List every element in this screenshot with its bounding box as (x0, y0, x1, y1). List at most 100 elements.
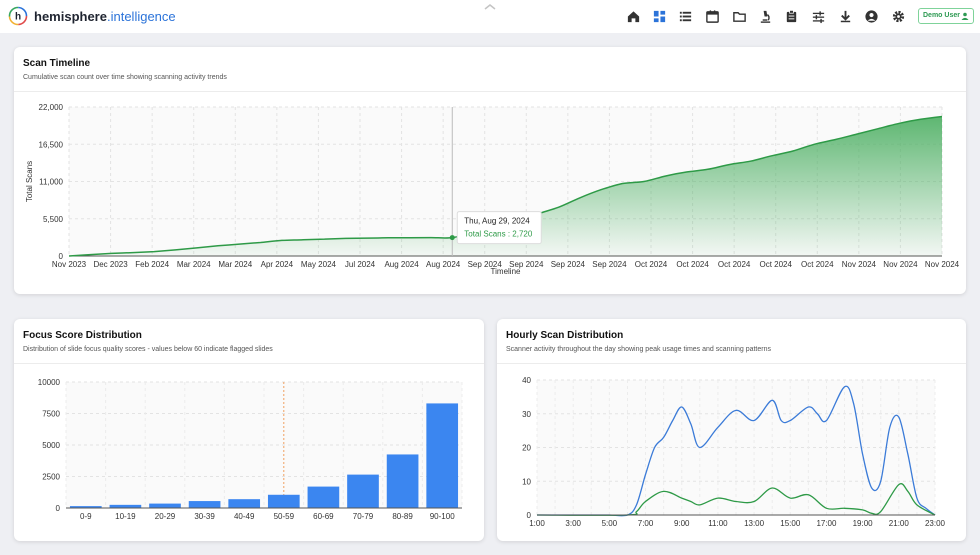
home-icon[interactable] (626, 9, 641, 24)
y-tick-label: 0 (59, 252, 64, 261)
x-axis-title: Timeline (491, 267, 521, 276)
bar-10-19[interactable] (109, 504, 142, 508)
x-tick-label: 0-9 (80, 512, 92, 521)
x-tick-label: Jul 2024 (345, 260, 376, 269)
x-tick-label: Oct 2024 (718, 260, 751, 269)
x-tick-label: 80-89 (392, 512, 413, 521)
bar-60-69[interactable] (307, 486, 340, 508)
x-tick-label: Nov 2024 (925, 260, 960, 269)
x-tick-label: 21:00 (889, 519, 910, 528)
x-tick-label: 7:00 (638, 519, 654, 528)
download-icon[interactable] (838, 9, 853, 24)
bar-30-39[interactable] (188, 501, 221, 508)
focus-score-chart[interactable]: 0 2500 5000 7500 10000 0-9 10-19 20-29 30-39 40-4… (14, 319, 484, 541)
collapse-caret-icon[interactable] (483, 3, 497, 11)
x-tick-label: Nov 2024 (883, 260, 918, 269)
x-tick-label: Sep 2024 (551, 260, 586, 269)
x-tick-label: Sep 2024 (509, 260, 544, 269)
bar-50-59[interactable] (267, 494, 300, 508)
sliders-icon[interactable] (811, 9, 826, 24)
x-tick-label: Mar 2024 (218, 260, 252, 269)
bar-40-49[interactable] (228, 499, 261, 508)
bar-90-100[interactable] (426, 403, 459, 508)
x-tick-label: 50-59 (274, 512, 295, 521)
y-tick-label: 16,500 (39, 140, 64, 149)
top-bar: h hemisphere.intelligence Demo User (0, 0, 980, 33)
y-tick-label: 22,000 (39, 103, 64, 112)
dashboard-icon[interactable] (652, 9, 667, 24)
hourly-scan-title: Hourly Scan Distribution (506, 330, 624, 341)
x-tick-label: Oct 2024 (676, 260, 709, 269)
user-icon (961, 12, 969, 20)
brand-name-suffix: .intelligence (106, 9, 176, 24)
y-tick-label: 20 (522, 444, 531, 453)
x-tick-label: Dec 2023 (93, 260, 128, 269)
clipboard-icon[interactable] (784, 9, 799, 24)
y-tick-label: 10 (522, 477, 531, 486)
microscope-icon[interactable] (758, 9, 773, 24)
x-tick-label: 90-100 (430, 512, 455, 521)
settings-icon[interactable] (891, 9, 906, 24)
y-tick-label: 30 (522, 410, 531, 419)
card-divider (14, 363, 484, 364)
tooltip: Thu, Aug 29, 2024 Total Scans : 2,720 (456, 211, 542, 245)
x-tick-label: 5:00 (602, 519, 618, 528)
x-tick-label: 10-19 (115, 512, 136, 521)
scan-timeline-chart[interactable]: 0 5,500 11,000 16,500 22,000 Thu, Aug 29, 202… (14, 47, 966, 294)
x-tick-label: Oct 2024 (635, 260, 668, 269)
card-divider (14, 91, 966, 92)
scan-timeline-title: Scan Timeline (23, 58, 91, 69)
folder-icon[interactable] (732, 9, 747, 24)
x-tick-label: 23:00 (925, 519, 946, 528)
x-tick-label: Aug 2024 (426, 260, 461, 269)
series-line-1[interactable] (537, 385, 936, 517)
user-menu-button[interactable]: Demo User (918, 8, 974, 24)
scan-timeline-card: Scan Timeline Cumulative scan count over… (14, 47, 966, 294)
x-tick-label: Aug 2024 (384, 260, 419, 269)
hourly-scan-subtitle: Scanner activity throughout the day show… (506, 346, 771, 353)
x-tick-label: Nov 2024 (842, 260, 877, 269)
hourly-scan-chart[interactable]: 0 10 20 30 40 1:00 3:00 5:00 7:00 9:00 11:00 13:00 1… (497, 319, 966, 541)
bar-20-29[interactable] (149, 503, 181, 508)
card-divider (497, 363, 966, 364)
calendar-icon[interactable] (705, 9, 720, 24)
x-tick-label: 40-49 (234, 512, 255, 521)
series-line-2[interactable] (536, 483, 936, 516)
x-tick-label: 13:00 (744, 519, 765, 528)
x-tick-label: 15:00 (780, 519, 801, 528)
tooltip-value: Total Scans : 2,720 (464, 230, 533, 239)
bar-70-79[interactable] (347, 474, 379, 508)
brand-name[interactable]: hemisphere.intelligence (34, 9, 176, 24)
x-tick-label: May 2024 (301, 260, 337, 269)
y-tick-label: 2500 (42, 473, 60, 482)
bar-0-9[interactable] (69, 506, 102, 508)
list-icon[interactable] (678, 9, 693, 24)
account-icon[interactable] (864, 9, 879, 24)
hover-point[interactable] (449, 235, 455, 241)
hourly-scan-card: Hourly Scan Distribution Scanner activit… (497, 319, 966, 541)
x-tick-label: 70-79 (353, 512, 374, 521)
area-fill (69, 116, 942, 256)
tooltip-date: Thu, Aug 29, 2024 (464, 217, 530, 226)
svg-text:h: h (15, 12, 21, 23)
bar-80-89[interactable] (386, 454, 419, 508)
y-tick-label: 10000 (38, 378, 61, 387)
user-label: Demo User (923, 12, 960, 19)
focus-score-subtitle: Distribution of slide focus quality scor… (23, 346, 273, 353)
x-tick-label: Feb 2024 (135, 260, 169, 269)
x-tick-label: Apr 2024 (261, 260, 294, 269)
x-tick-label: Oct 2024 (759, 260, 792, 269)
y-tick-label: 5000 (42, 441, 60, 450)
brand-name-main: hemisphere (34, 9, 107, 24)
x-tick-label: Oct 2024 (801, 260, 834, 269)
x-tick-label: 9:00 (674, 519, 690, 528)
x-tick-label: 30-39 (194, 512, 215, 521)
x-tick-label: Sep 2024 (592, 260, 627, 269)
y-axis-title: Total Scans (25, 161, 34, 202)
y-tick-label: 7500 (42, 410, 60, 419)
x-tick-label: Mar 2024 (177, 260, 211, 269)
y-tick-label: 0 (527, 511, 532, 520)
x-tick-label: 20-29 (155, 512, 176, 521)
tooltip-box (456, 211, 542, 245)
x-tick-label: 17:00 (816, 519, 837, 528)
